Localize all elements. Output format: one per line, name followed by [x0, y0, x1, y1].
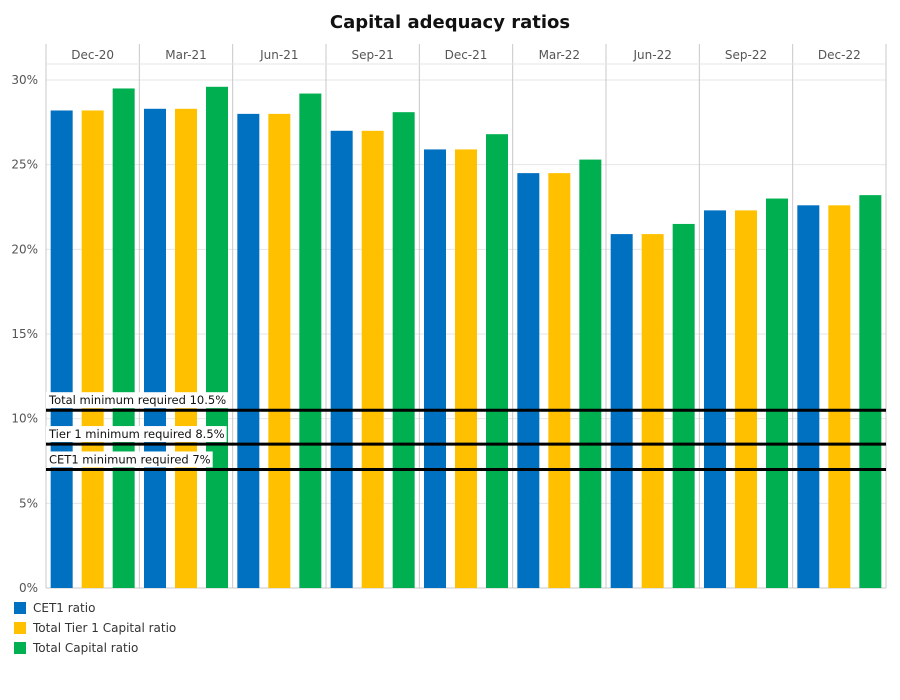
bar [112, 88, 135, 588]
y-tick-label: 25% [11, 158, 38, 172]
bar [828, 205, 851, 588]
y-tick-label: 5% [19, 496, 38, 510]
category-label: Dec-22 [818, 48, 861, 62]
y-tick-label: 15% [11, 327, 38, 341]
bar [424, 149, 446, 588]
legend-swatch [14, 622, 26, 634]
y-tick-label: 10% [11, 412, 38, 426]
bar [486, 134, 508, 589]
legend-label: CET1 ratio [33, 601, 96, 615]
bar [50, 110, 73, 588]
legend-item: Total Tier 1 Capital ratio [14, 618, 176, 638]
reference-label-bg [47, 451, 213, 468]
bar [517, 173, 540, 588]
category-label: Jun-22 [632, 48, 671, 62]
bar [455, 149, 477, 588]
category-label: Sep-21 [352, 48, 394, 62]
legend-swatch [14, 642, 26, 654]
bar [548, 173, 571, 588]
reference-line-label: Total minimum required 10.5% [48, 393, 226, 407]
y-tick-label: 0% [19, 581, 38, 595]
bar [735, 210, 757, 589]
bar [237, 113, 260, 588]
reference-label-bg [46, 392, 229, 409]
chart-title: Capital adequacy ratios [329, 12, 571, 33]
legend: CET1 ratio Total Tier 1 Capital ratio Tota… [14, 598, 176, 658]
bar [797, 205, 820, 588]
bar [672, 223, 695, 588]
reference-line-label: CET1 minimum required 7% [49, 452, 211, 466]
category-label: Dec-21 [445, 48, 488, 62]
bar [392, 112, 415, 588]
y-tick-label: 20% [11, 242, 38, 256]
bar [579, 159, 602, 588]
bar [859, 195, 882, 588]
reference-label-bg [46, 426, 227, 443]
category-label: Mar-22 [539, 48, 580, 62]
bar [704, 210, 726, 589]
bar [299, 93, 322, 589]
bar [175, 108, 197, 588]
category-label: Jun-21 [259, 48, 298, 62]
bar [81, 110, 104, 588]
legend-label: Total Capital ratio [33, 641, 139, 655]
bar [144, 108, 166, 588]
legend-swatch [14, 602, 26, 614]
bar [206, 86, 228, 589]
legend-item: CET1 ratio [14, 598, 176, 618]
reference-line-label: Tier 1 minimum required 8.5% [48, 427, 225, 441]
bar [766, 198, 788, 589]
legend-label: Total Tier 1 Capital ratio [33, 621, 177, 635]
y-tick-label: 30% [11, 73, 38, 87]
category-label: Mar-21 [165, 48, 206, 62]
bar [361, 130, 384, 589]
bar [330, 130, 353, 589]
category-label: Sep-22 [725, 48, 767, 62]
bar [268, 113, 291, 588]
legend-item: Total Capital ratio [14, 638, 176, 658]
category-label: Dec-20 [71, 48, 114, 62]
